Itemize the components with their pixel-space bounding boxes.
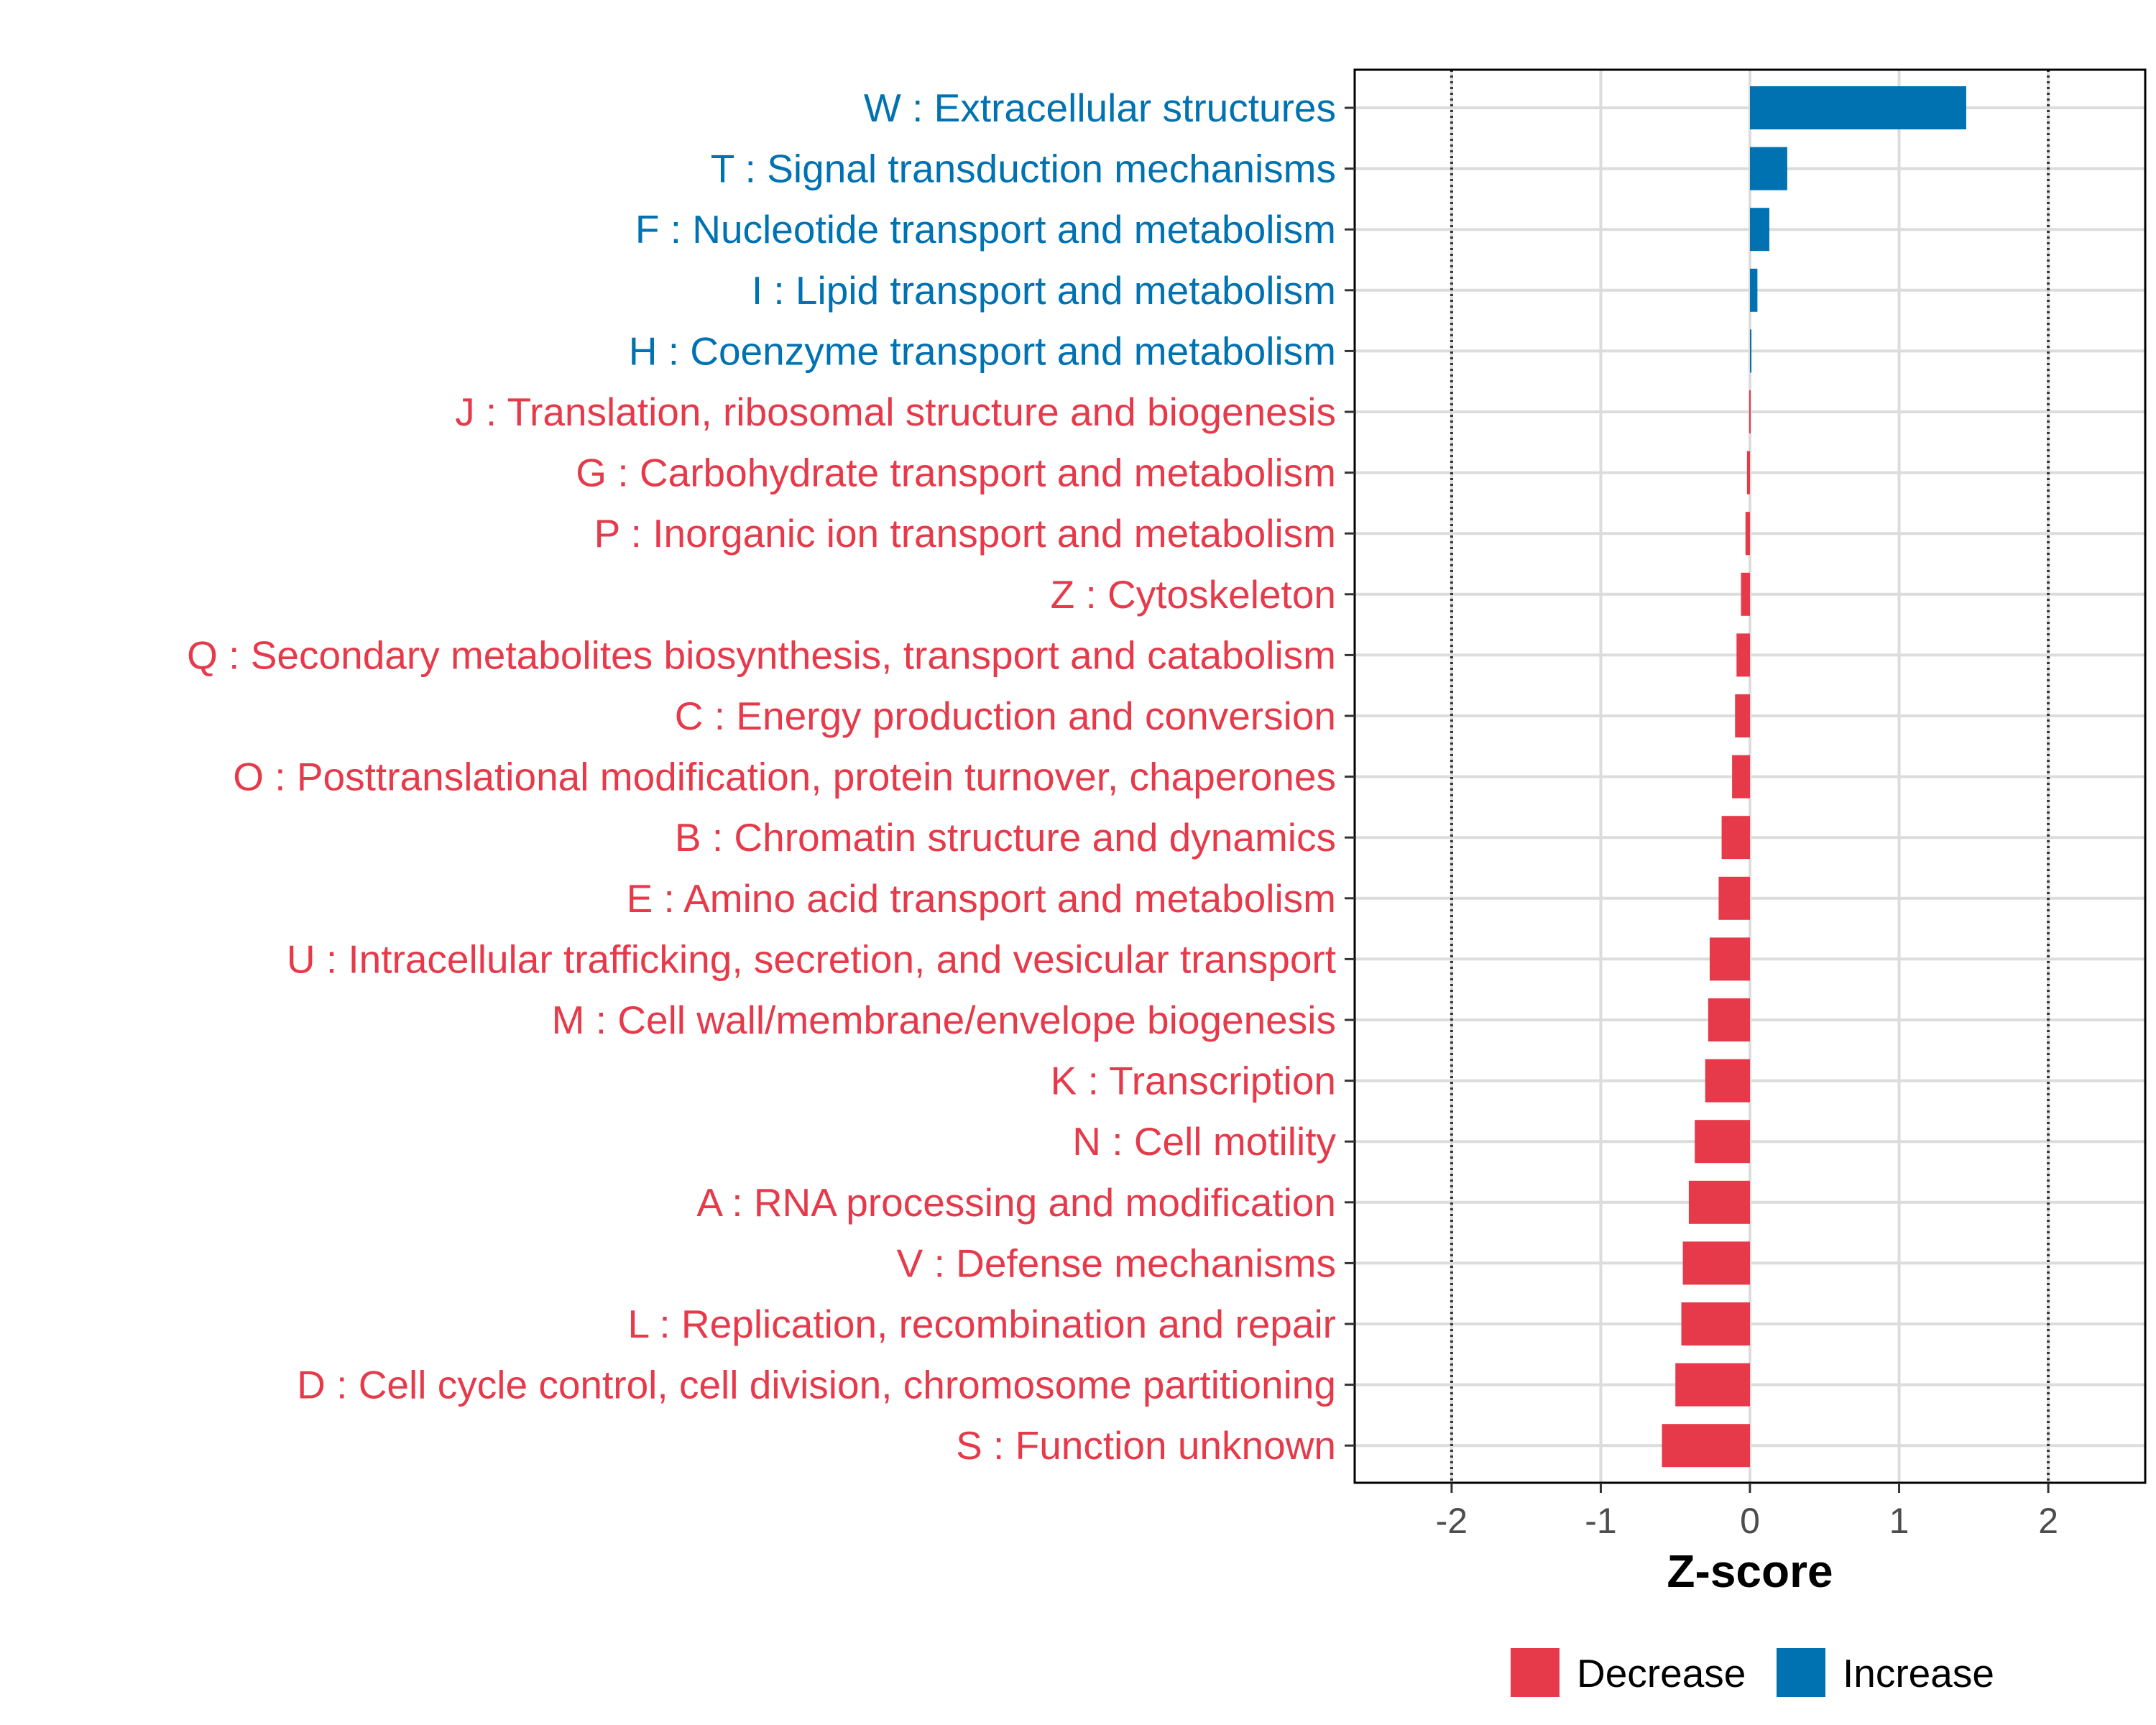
legend-label: Increase: [1843, 1651, 1994, 1696]
x-tick-label: -1: [1585, 1501, 1616, 1541]
legend-label: Decrease: [1577, 1651, 1746, 1696]
category-label: L : Replication, recombination and repai…: [628, 1302, 1336, 1346]
category-label: I : Lipid transport and metabolism: [752, 268, 1336, 313]
category-label: Z : Cytoskeleton: [1051, 572, 1336, 617]
bar: [1750, 329, 1752, 373]
x-tick-label: 0: [1740, 1501, 1760, 1541]
category-label: T : Signal transduction mechanisms: [711, 147, 1336, 191]
bar: [1721, 816, 1750, 860]
bar: [1750, 86, 1966, 129]
y-axis-ticks: [1345, 106, 1355, 1447]
category-label: E : Amino acid transport and metabolism: [627, 876, 1336, 921]
bar: [1705, 1059, 1750, 1103]
x-axis-title: Z-score: [1667, 1545, 1833, 1597]
bar: [1746, 451, 1750, 494]
bar: [1681, 1302, 1750, 1346]
category-label: J : Translation, ribosomal structure and…: [455, 390, 1336, 434]
y-axis-labels: W : Extracellular structures T : Signal t…: [187, 86, 1336, 1468]
category-label: Q : Secondary metabolites biosynthesis, …: [187, 632, 1336, 677]
bar: [1736, 633, 1750, 677]
bar: [1708, 998, 1750, 1041]
category-label: V : Defense mechanisms: [897, 1241, 1336, 1285]
legend-swatch: [1777, 1648, 1825, 1697]
bar: [1750, 208, 1769, 252]
x-tick-label: 1: [1889, 1501, 1909, 1541]
category-label: B : Chromatin structure and dynamics: [675, 815, 1336, 860]
bar: [1735, 694, 1750, 737]
legend: Decrease Increase: [1511, 1648, 1994, 1697]
category-label: U : Intracellular trafficking, secretion…: [287, 937, 1336, 981]
x-tick-label: -2: [1436, 1501, 1468, 1541]
bar: [1709, 937, 1750, 981]
bar: [1750, 147, 1787, 190]
bar: [1718, 876, 1750, 920]
category-label: D : Cell cycle control, cell division, c…: [297, 1363, 1336, 1407]
bar: [1749, 390, 1751, 433]
bar: [1695, 1120, 1750, 1164]
bar: [1741, 572, 1750, 616]
bar: [1750, 268, 1758, 312]
x-axis-ticks: -2 -1 0 1 2: [1436, 1483, 2058, 1541]
category-label: K : Transcription: [1051, 1059, 1336, 1103]
category-label: A : RNA processing and modification: [696, 1180, 1336, 1225]
x-tick-label: 2: [2038, 1501, 2058, 1541]
category-label: H : Coenzyme transport and metabolism: [629, 328, 1336, 373]
bars: [1662, 86, 1966, 1468]
category-label: O : Posttranslational modification, prot…: [233, 755, 1336, 799]
bar: [1688, 1180, 1750, 1224]
category-label: M : Cell wall/membrane/envelope biogenes…: [552, 998, 1336, 1042]
category-label: N : Cell motility: [1072, 1119, 1336, 1164]
bar: [1682, 1241, 1750, 1285]
category-label: P : Inorganic ion transport and metaboli…: [594, 511, 1336, 556]
category-label: W : Extracellular structures: [864, 86, 1336, 130]
category-label: G : Carbohydrate transport and metabolis…: [576, 451, 1336, 495]
bar: [1675, 1363, 1750, 1407]
bar: [1732, 755, 1750, 799]
category-label: F : Nucleotide transport and metabolism: [635, 207, 1336, 252]
bar: [1745, 512, 1750, 556]
legend-swatch: [1511, 1648, 1560, 1697]
category-label: S : Function unknown: [956, 1423, 1336, 1468]
bar: [1662, 1424, 1750, 1468]
category-label: C : Energy production and conversion: [675, 694, 1336, 738]
